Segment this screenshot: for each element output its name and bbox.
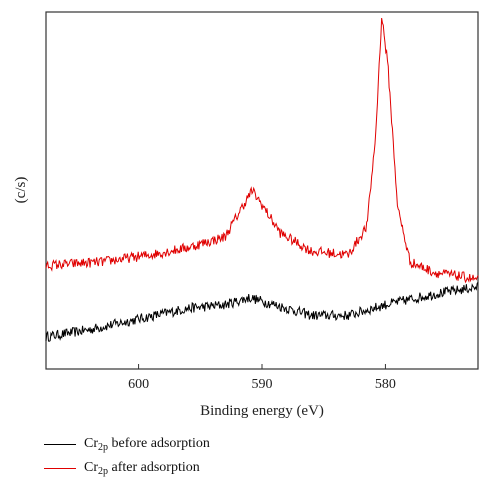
series-line-before <box>45 282 479 342</box>
series-line-after <box>45 17 479 284</box>
series-layer <box>45 17 479 342</box>
legend-label-after: Cr2p after adsorption <box>84 459 200 477</box>
x-tick-label-590: 590 <box>252 377 273 392</box>
legend-label-before: Cr2p before adsorption <box>84 435 210 453</box>
legend-item-after: Cr2p after adsorption <box>44 456 210 480</box>
x-axis-ticks: 600 590 580 <box>128 364 396 392</box>
xps-chart: 600 590 580 Binding energy (eV) (c/s) <box>13 11 479 419</box>
legend-item-before: Cr2p before adsorption <box>44 432 210 456</box>
y-axis-title: (c/s) <box>13 177 29 204</box>
x-tick-label-600: 600 <box>128 377 149 392</box>
x-tick-label-580: 580 <box>375 377 396 392</box>
x-axis-title: Binding energy (eV) <box>200 403 324 419</box>
legend: Cr2p before adsorption Cr2p after adsorp… <box>44 432 210 480</box>
legend-swatch-after <box>44 467 76 469</box>
plot-frame <box>45 11 479 370</box>
legend-swatch-before <box>44 443 76 445</box>
